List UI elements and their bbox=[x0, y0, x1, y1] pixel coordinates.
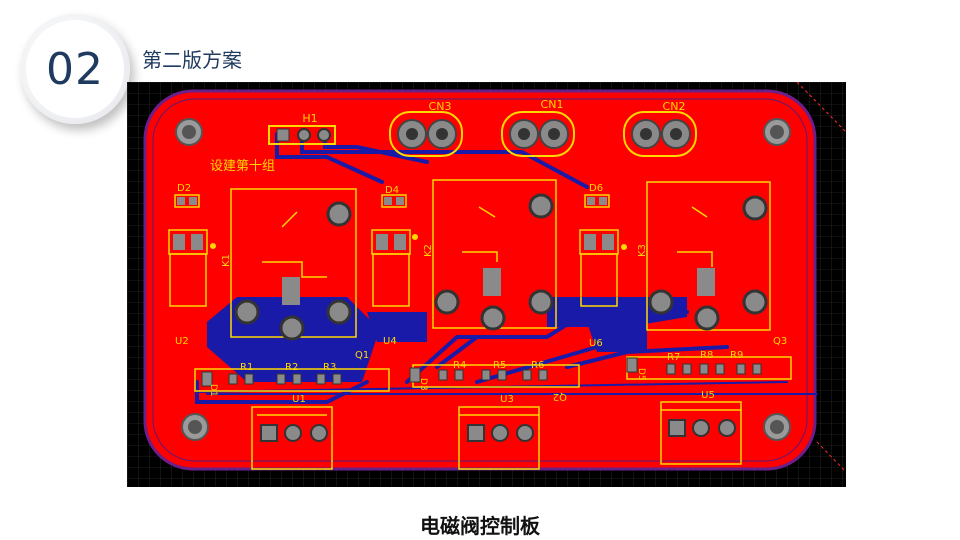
resistor-row: R1 R2 R3 R4 R5 R6 R7 R8 R9 Q1 Q2 Q3 D1 D… bbox=[194, 336, 792, 402]
label-q2: Q2 bbox=[553, 391, 567, 402]
connector-cn1-outline bbox=[501, 111, 575, 157]
label-r7: R7 bbox=[667, 352, 680, 363]
label-r9: R9 bbox=[730, 350, 743, 361]
label-q1: Q1 bbox=[355, 350, 369, 361]
pcb-annotation: 设建第十组 bbox=[210, 159, 275, 174]
label-d6: D6 bbox=[589, 183, 603, 194]
section-badge: 02 bbox=[26, 20, 124, 118]
label-u4: U4 bbox=[383, 336, 397, 347]
relays: K1 K2 K3 bbox=[210, 179, 771, 341]
label-r6: R6 bbox=[531, 360, 544, 371]
label-u6: U6 bbox=[589, 338, 603, 349]
label-d3: D3 bbox=[418, 378, 428, 391]
terminal-blocks: U1 U3 U5 bbox=[251, 390, 742, 470]
label-r8: R8 bbox=[700, 350, 713, 361]
label-cn2: CN2 bbox=[663, 100, 686, 113]
label-u3: U3 bbox=[500, 394, 514, 405]
label-q3: Q3 bbox=[773, 336, 787, 347]
label-d4: D4 bbox=[385, 185, 399, 196]
label-u5: U5 bbox=[701, 390, 715, 401]
label-cn3: CN3 bbox=[429, 100, 452, 113]
label-k1: K1 bbox=[221, 254, 232, 267]
label-cn1: CN1 bbox=[541, 98, 564, 111]
label-k3: K3 bbox=[637, 244, 648, 257]
label-d5: D5 bbox=[636, 368, 646, 381]
label-r1: R1 bbox=[240, 362, 253, 373]
label-d2: D2 bbox=[177, 183, 191, 194]
section-title: 第二版方案 bbox=[142, 48, 242, 72]
label-u2: U2 bbox=[175, 336, 189, 347]
pcb-layout-image: CN3 CN1 CN2 H1 设建第十组 K1 K2 K3 bbox=[127, 81, 847, 487]
label-k2: K2 bbox=[423, 244, 434, 257]
label-r2: R2 bbox=[285, 362, 298, 373]
label-u1: U1 bbox=[292, 394, 306, 405]
section-number: 02 bbox=[46, 43, 104, 95]
connector-cn3-outline bbox=[389, 111, 463, 157]
label-r5: R5 bbox=[493, 360, 506, 371]
mounting-holes bbox=[175, 118, 791, 441]
connector-cn2-outline bbox=[623, 111, 697, 157]
label-r3: R3 bbox=[323, 362, 336, 373]
header-h1-outline bbox=[268, 125, 336, 145]
label-h1: H1 bbox=[302, 112, 317, 125]
label-d1: D1 bbox=[208, 384, 218, 397]
figure-caption: 电磁阀控制板 bbox=[420, 514, 540, 538]
label-r4: R4 bbox=[453, 360, 466, 371]
smd-pads: D2 D4 D6 U2 U4 U6 bbox=[168, 183, 619, 349]
